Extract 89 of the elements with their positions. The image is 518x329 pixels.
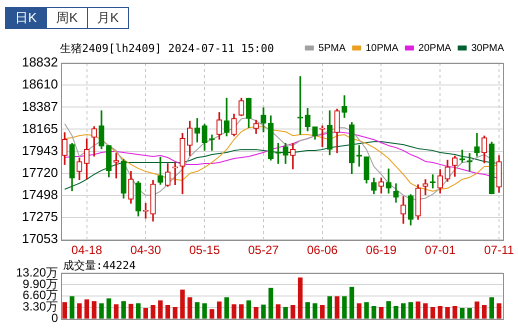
x-tick-label: 06-19 [366,243,397,258]
legend-label: 10PMA [366,42,399,54]
bar [482,304,487,319]
bar [180,290,185,319]
bar [77,303,82,319]
bar [254,307,258,319]
x-tick-label: 07-01 [424,243,456,258]
bar [239,304,244,319]
legend-label: 5PMA [318,42,346,54]
bar [136,303,141,319]
bar [188,297,192,319]
bar [62,302,68,319]
x-tick-label: 07-11 [484,243,514,258]
bar [372,306,376,319]
bar [92,301,96,319]
bar [394,306,398,319]
bar [210,309,214,319]
bar [158,300,163,319]
bar [172,307,178,319]
bar [121,301,126,319]
bar [438,306,442,319]
y-tick-label: 17275 [22,209,58,224]
bar [408,302,414,319]
y-tick-label: 17720 [22,164,58,180]
bar [364,302,369,319]
bar [99,303,104,319]
bar [216,301,222,319]
bar [84,299,90,319]
bar [327,296,332,319]
y-tick-label: 18387 [22,98,58,114]
y-tick-label: 17943 [22,142,58,158]
bar [334,296,340,319]
bar [467,308,472,319]
bar [312,303,318,319]
y-tick-label: 18832 [22,54,58,70]
bar [489,297,494,319]
x-tick-label: 04-30 [130,243,162,258]
bar [261,304,266,319]
bar [401,303,406,319]
y-tick-label: 13.20万 [16,265,58,280]
bar [232,304,236,319]
bar [276,304,281,319]
bar [378,307,384,319]
x-tick-label: 06-06 [307,243,338,258]
y-tick-label: 17053 [22,231,58,246]
bar [194,302,200,319]
bar [349,286,354,319]
bar [143,308,148,319]
bar [320,304,325,319]
bar [305,302,310,319]
y-tick-label: 18610 [22,76,58,92]
bar [246,300,252,319]
x-tick-label: 04-18 [71,243,102,258]
bar [114,304,119,319]
bar [70,296,74,319]
chart-title: 生猪2409[lh2409] 2024-07-11 15:00 [60,41,274,56]
legend-label: 30PMA [471,42,504,54]
text: 周K [46,8,87,28]
legend-label: 20PMA [418,42,452,54]
bar [298,278,303,319]
bar [268,288,274,319]
bar [430,307,436,319]
chart-title: 成交量:44224 [63,258,136,273]
bar [128,304,134,319]
bar [356,303,362,319]
bar [283,307,288,319]
bar [202,303,207,319]
bar [342,296,347,319]
bar [416,301,420,319]
bar [290,304,296,319]
bar [224,297,229,319]
bar [452,306,458,319]
y-tick-label: 18165 [22,120,58,136]
bar [423,303,428,319]
text: 日K [6,8,46,28]
x-tick-label: 05-27 [248,243,280,258]
bar [165,304,170,319]
bar [106,298,112,319]
bar [386,301,391,319]
y-tick-label: 17498 [22,187,58,202]
bar [474,301,480,319]
bar [150,304,156,319]
y-tick-label: 3.30万 [22,300,58,314]
y-tick-label: 0 [51,311,58,326]
bar [460,308,465,319]
bar [445,307,450,319]
text: 月K [87,8,128,28]
x-tick-label: 05-15 [189,243,220,258]
bar [496,303,502,319]
